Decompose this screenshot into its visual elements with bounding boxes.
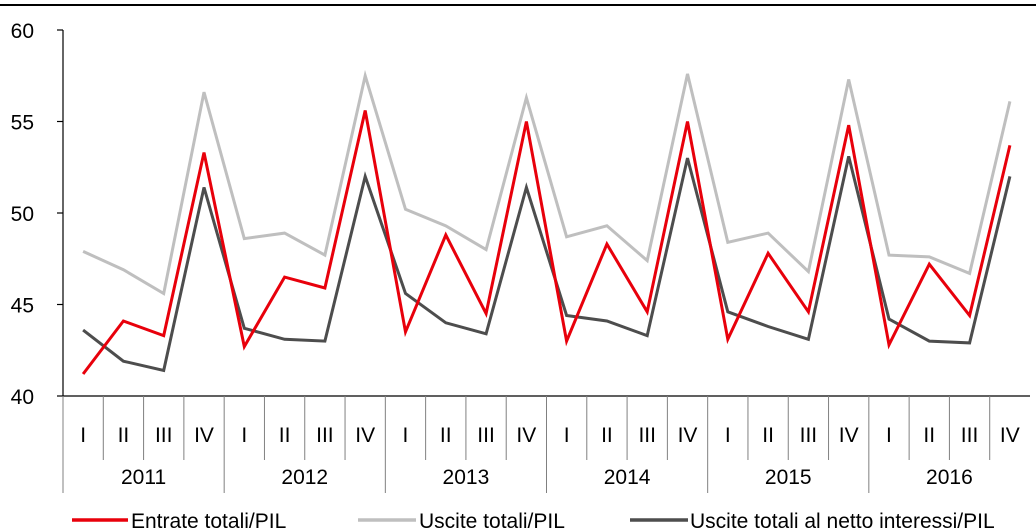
year-label: 2011 (121, 466, 166, 489)
series-line-2 (82, 155, 1012, 373)
legend-label: Uscite totali/PIL (419, 510, 565, 532)
legend-label: Uscite totali al netto interessi/PIL (690, 510, 995, 532)
series-line-1 (82, 69, 1012, 296)
quarter-label: II (440, 424, 452, 447)
quarter-label: IV (516, 424, 536, 447)
year-label: 2012 (281, 466, 328, 489)
year-label: 2015 (765, 466, 812, 489)
quarter-label: I (564, 424, 570, 447)
quarter-label: IV (1000, 424, 1020, 447)
y-tick-label: 45 (11, 295, 34, 318)
quarter-label: IV (678, 424, 698, 447)
quarter-label: II (279, 424, 291, 447)
series-line-0 (81, 110, 1012, 375)
y-tick-label: 50 (11, 203, 34, 226)
y-tick-label: 55 (11, 112, 34, 135)
quarter-label: I (80, 424, 86, 447)
quarter-label: III (961, 424, 979, 447)
quarter-label: III (155, 424, 173, 447)
quarter-label: II (923, 424, 935, 447)
legend-label: Entrate totali/PIL (131, 510, 286, 532)
quarter-label: IV (194, 424, 214, 447)
y-tick-label: 60 (11, 20, 34, 43)
quarter-label: II (601, 424, 613, 447)
quarter-label: III (477, 424, 495, 447)
y-tick-label: 40 (11, 386, 34, 409)
quarter-label: I (725, 424, 731, 447)
quarter-label: IV (355, 424, 375, 447)
quarter-label: III (638, 424, 656, 447)
y-axis: 40 45 50 55 60 (11, 20, 64, 409)
quarter-label: III (800, 424, 818, 447)
quarter-label: III (316, 424, 334, 447)
year-label: 2014 (604, 466, 651, 489)
legend: Entrate totali/PIL Uscite totali/PIL Uscit… (72, 510, 995, 532)
x-axis: I II III IV I II III IV I II III IV I II III IV I II III IV… (62, 395, 1030, 493)
quarter-label: II (118, 424, 130, 447)
quarter-label: IV (839, 424, 859, 447)
year-label: 2016 (926, 466, 973, 489)
quarter-label: I (403, 424, 409, 447)
series-layer (81, 69, 1012, 375)
quarter-label: II (762, 424, 774, 447)
quarter-label: I (886, 424, 892, 447)
year-label: 2013 (443, 466, 490, 489)
quarter-label: I (241, 424, 247, 447)
